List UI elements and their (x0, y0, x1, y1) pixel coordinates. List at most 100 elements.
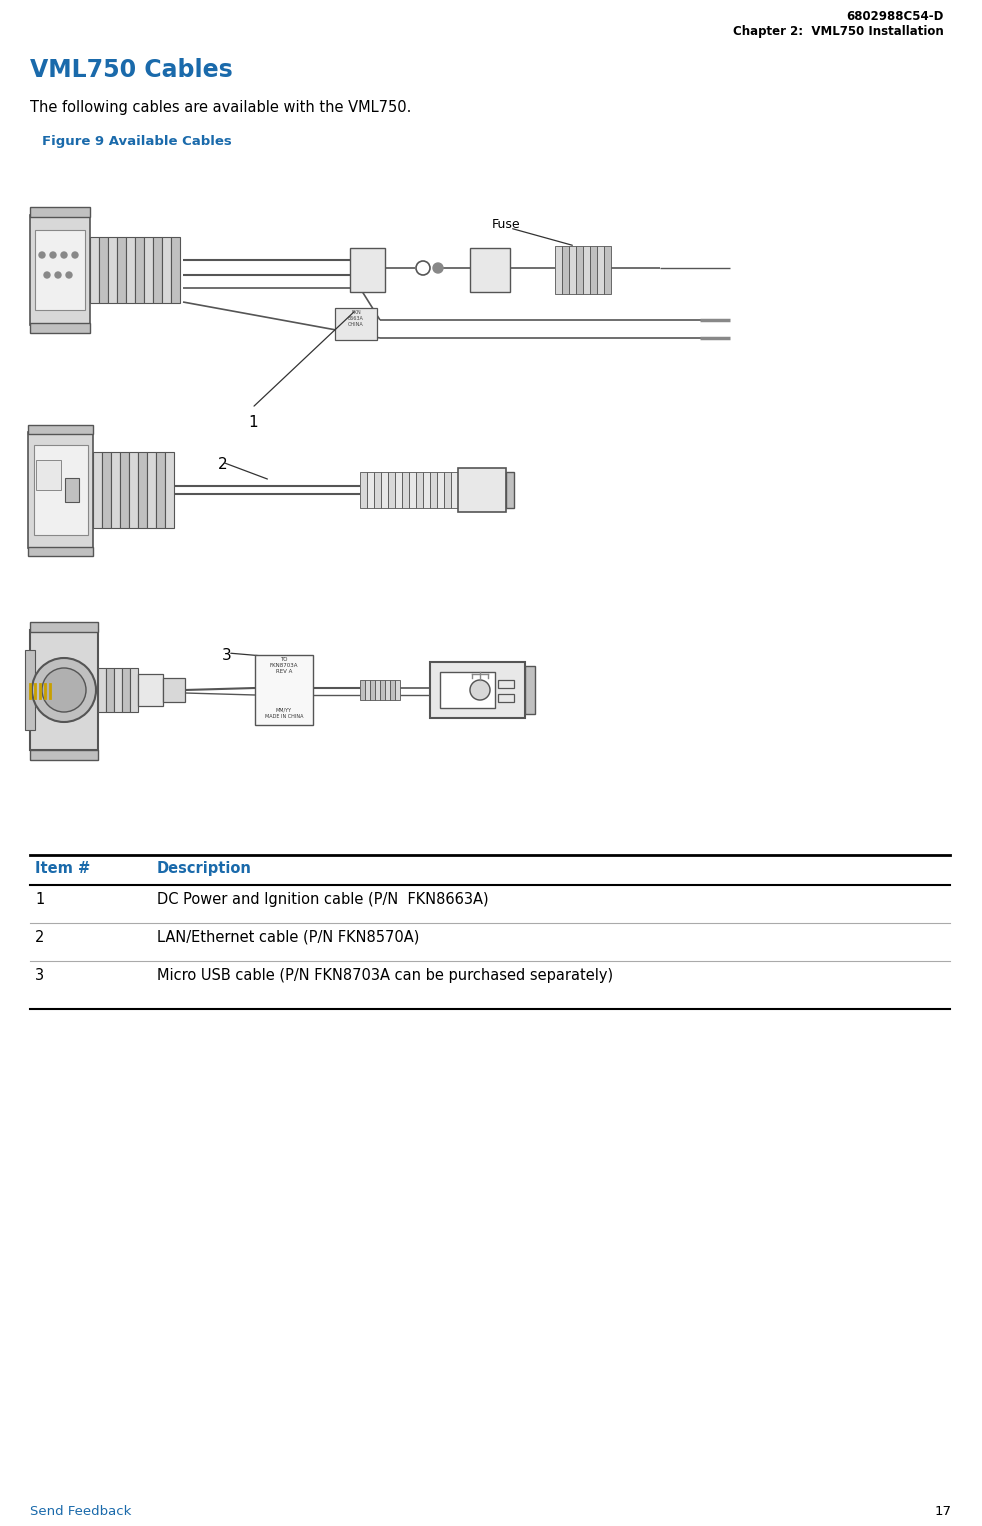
Circle shape (61, 252, 67, 258)
Bar (470, 249, 510, 291)
Bar (65, 478, 79, 502)
Bar (102, 452, 111, 528)
Text: Send Feedback: Send Feedback (30, 1505, 132, 1518)
Bar (385, 681, 390, 700)
Bar (440, 671, 495, 708)
Circle shape (433, 262, 443, 273)
Bar (367, 472, 374, 508)
Text: 2: 2 (218, 456, 228, 472)
Bar (35, 230, 85, 310)
Bar (138, 674, 163, 707)
Text: LAN/Ethernet cable (P/N FKN8570A): LAN/Ethernet cable (P/N FKN8570A) (157, 929, 419, 945)
Bar (255, 655, 313, 725)
Bar (590, 246, 597, 295)
Bar (365, 681, 370, 700)
Bar (374, 472, 381, 508)
Bar (30, 623, 98, 632)
Bar (106, 668, 114, 713)
Bar (99, 237, 108, 304)
Text: Item #: Item # (35, 861, 90, 876)
Bar (360, 681, 365, 700)
Bar (129, 452, 138, 528)
Text: VML750 Cables: VML750 Cables (30, 58, 233, 82)
Circle shape (50, 252, 56, 258)
Bar (93, 452, 102, 528)
Bar (381, 472, 388, 508)
Bar (423, 472, 430, 508)
Bar (25, 650, 35, 729)
Bar (395, 472, 402, 508)
Text: TO
FKN8703A
REV A: TO FKN8703A REV A (270, 658, 299, 673)
Bar (498, 681, 514, 688)
Bar (402, 472, 409, 508)
Bar (555, 246, 562, 295)
Bar (138, 452, 147, 528)
Bar (126, 237, 135, 304)
Bar (156, 452, 165, 528)
Text: 1: 1 (248, 415, 257, 430)
Bar (28, 546, 93, 555)
Bar (147, 452, 156, 528)
Bar (171, 237, 180, 304)
Bar (380, 681, 385, 700)
Bar (498, 694, 514, 702)
Bar (370, 681, 375, 700)
Text: Fuse: Fuse (492, 218, 520, 230)
Bar (30, 208, 90, 217)
Bar (583, 246, 590, 295)
Bar (163, 678, 185, 702)
Circle shape (55, 272, 61, 278)
Text: 3: 3 (222, 649, 232, 662)
Bar (122, 668, 130, 713)
Bar (98, 668, 106, 713)
Text: 3: 3 (35, 967, 44, 983)
Text: Micro USB cable (P/N FKN8703A can be purchased separately): Micro USB cable (P/N FKN8703A can be pur… (157, 967, 613, 983)
Bar (120, 452, 129, 528)
Text: Chapter 2:  VML750 Installation: Chapter 2: VML750 Installation (734, 24, 944, 38)
Bar (153, 237, 162, 304)
Bar (506, 472, 514, 508)
Bar (360, 472, 367, 508)
Text: The following cables are available with the VML750.: The following cables are available with … (30, 101, 411, 114)
Text: 6802988C54-D: 6802988C54-D (846, 11, 944, 23)
Bar (597, 246, 604, 295)
Bar (111, 452, 120, 528)
Bar (350, 249, 385, 291)
Circle shape (470, 681, 490, 700)
Circle shape (42, 668, 86, 713)
Bar (451, 472, 458, 508)
Bar (604, 246, 611, 295)
Circle shape (39, 252, 45, 258)
Text: 1: 1 (35, 893, 44, 906)
Bar (30, 215, 90, 325)
Bar (390, 681, 395, 700)
Bar (430, 662, 525, 719)
Bar (395, 681, 400, 700)
Bar (30, 324, 90, 333)
Bar (130, 668, 138, 713)
Bar (30, 630, 98, 749)
Bar (458, 468, 506, 513)
Bar (114, 668, 122, 713)
Bar (525, 665, 535, 714)
Bar (444, 472, 451, 508)
Circle shape (66, 272, 72, 278)
Bar (108, 237, 117, 304)
Bar (416, 472, 423, 508)
Bar (576, 246, 583, 295)
Bar (335, 308, 377, 340)
Text: MM/YY: MM/YY (276, 708, 292, 713)
Bar (437, 472, 444, 508)
Text: 17: 17 (935, 1505, 952, 1518)
Text: MADE IN CHINA: MADE IN CHINA (265, 714, 303, 719)
Text: Figure 9 Available Cables: Figure 9 Available Cables (42, 134, 232, 148)
Bar (30, 749, 98, 760)
Bar (569, 246, 576, 295)
Bar (162, 237, 171, 304)
Bar (34, 446, 88, 536)
Bar (117, 237, 126, 304)
Bar (562, 246, 569, 295)
Circle shape (72, 252, 78, 258)
Bar (36, 459, 61, 490)
Bar (28, 426, 93, 433)
